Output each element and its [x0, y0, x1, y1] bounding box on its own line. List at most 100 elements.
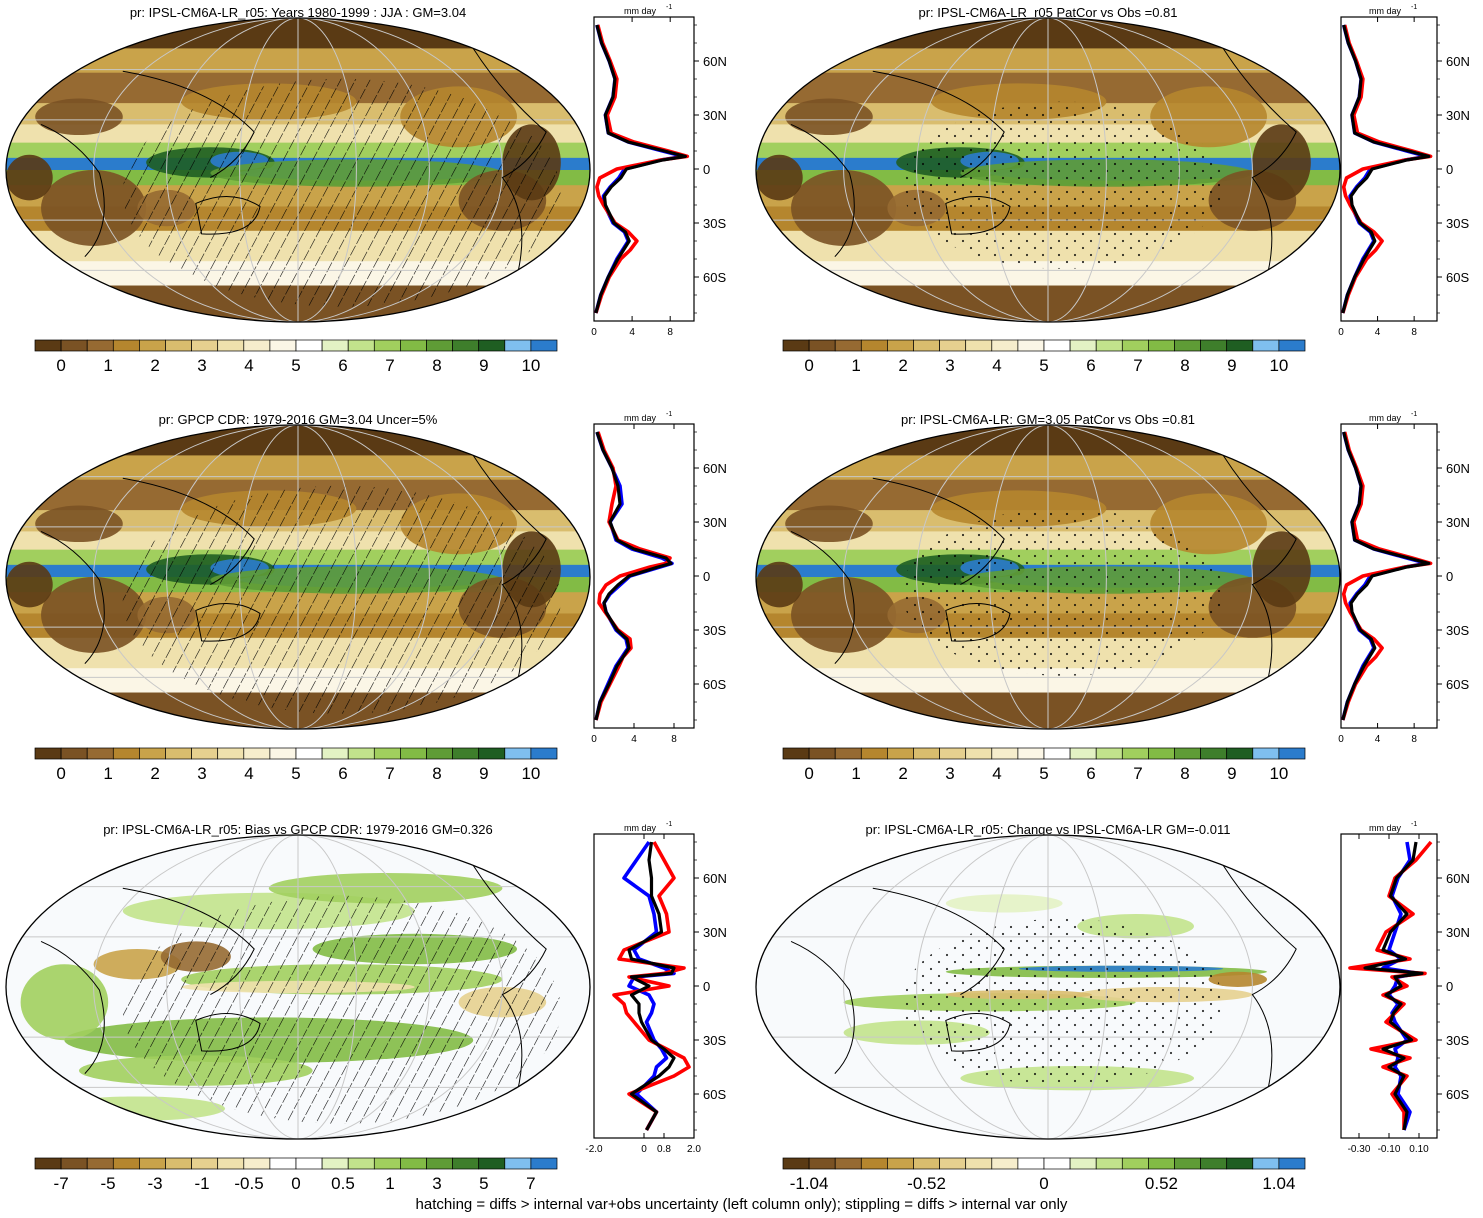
colorbar-tick-label: 9: [1227, 356, 1236, 375]
colorbar-tick-label: 5: [1039, 764, 1048, 783]
colorbar-swatch: [295, 339, 323, 352]
colorbar-tick-label: 7: [1133, 356, 1142, 375]
colorbar-swatch: [139, 747, 166, 760]
colorbar-tick-label: 9: [479, 764, 488, 783]
coastline-africa: [40, 123, 105, 257]
map-field: [756, 835, 1340, 1139]
anomaly-region: [49, 1096, 226, 1121]
profile-unit-label: mm day: [1369, 6, 1402, 16]
colorbar-swatch: [965, 339, 993, 352]
profile-y-tick-label: 0: [703, 569, 710, 584]
profile-x-tick-label: 0: [1338, 327, 1344, 338]
colorbar-swatch: [1200, 339, 1228, 352]
colorbar-swatch: [60, 1157, 88, 1170]
coastline-africa: [790, 123, 855, 257]
colorbar-tick-label: 0: [56, 764, 65, 783]
colorbar-swatch: [478, 339, 506, 352]
colorbar-swatch: [60, 339, 88, 352]
colorbar-swatch: [1148, 1157, 1175, 1170]
stippling-overlay: [902, 508, 1224, 676]
meridian-line: [843, 425, 1253, 729]
colorbar-tick-label: 3: [945, 764, 954, 783]
profile-y-tick-label: 60S: [1446, 270, 1469, 285]
colorbar-tick-label: 4: [244, 764, 253, 783]
colorbar-swatch: [426, 1157, 453, 1170]
coastline-americas: [472, 48, 547, 277]
meridian-line: [989, 18, 1107, 322]
profile-y-tick-label: 60N: [703, 461, 727, 476]
colorbar-swatch: [808, 1157, 836, 1170]
colorbar-tick-label: 2: [898, 764, 907, 783]
profile-y-tick-label: 30S: [703, 623, 726, 638]
profile-unit-exponent: -1: [666, 411, 672, 418]
panel-title: pr: IPSL-CM6A-LR: GM=3.05 PatCor vs Obs …: [901, 412, 1195, 427]
colorbar-swatch: [530, 747, 558, 760]
colorbar-tick-label: -0.52: [907, 1174, 946, 1193]
profile-y-tick-label: 60S: [703, 1087, 726, 1102]
map-field: [6, 835, 590, 1139]
colorbar-swatch: [1174, 747, 1201, 760]
precip-region: [41, 170, 147, 246]
colorbar-swatch: [1017, 339, 1045, 352]
profile-y-tick-label: 60N: [1446, 54, 1470, 69]
profile-x-tick-label: 4: [631, 734, 637, 745]
meridian-line: [239, 835, 357, 1139]
colorbar-swatch: [139, 1157, 166, 1170]
profile-x-tick-label: 8: [1411, 734, 1417, 745]
meridian-line: [166, 18, 430, 322]
colorbar-swatch: [887, 339, 914, 352]
colorbar-swatch: [60, 747, 88, 760]
map-outline: [5, 834, 591, 1140]
profile-y-tick-label: 0: [703, 162, 710, 177]
profile-x-tick-label: 4: [1375, 327, 1381, 338]
panel-2: pr: IPSL-CM6A-LR_r05 PatCor vs Obs =0.81…: [755, 4, 1470, 375]
profile-unit-label: mm day: [1369, 413, 1402, 423]
panel-title: pr: IPSL-CM6A-LR_r05: Bias vs GPCP CDR: …: [103, 822, 493, 837]
coastline-africa: [40, 940, 105, 1074]
colorbar-swatch: [139, 339, 166, 352]
profile-series-black: [594, 431, 673, 721]
profile-x-tick-label: 0: [641, 1144, 647, 1155]
colorbar-tick-label: 8: [432, 764, 441, 783]
colorbar-swatch: [269, 747, 297, 760]
colorbar-tick-label: 8: [432, 356, 441, 375]
profile-y-tick-label: 0: [1446, 162, 1453, 177]
colorbar-tick-label: 10: [521, 356, 540, 375]
coastlines: [40, 455, 547, 684]
precip-region: [1252, 124, 1311, 201]
coastline-americas: [1222, 48, 1297, 277]
meridian-line: [989, 425, 1107, 729]
coastlines: [790, 865, 1297, 1094]
colorbar-swatch: [269, 1157, 297, 1170]
precip-region: [791, 577, 897, 653]
map-outline: [5, 424, 591, 730]
colorbar-swatch: [504, 1157, 532, 1170]
profile-series-black: [1341, 431, 1431, 721]
coastlines: [40, 48, 547, 277]
colorbar-tick-label: 0: [804, 764, 813, 783]
colorbar-swatch: [1148, 747, 1175, 760]
panel-1: pr: IPSL-CM6A-LR_r05: Years 1980-1999 : …: [5, 4, 727, 375]
colorbar-tick-label: 1: [385, 1174, 394, 1193]
colorbar-tick-label: 0: [1039, 1174, 1048, 1193]
colorbar-swatch: [1278, 747, 1306, 760]
colorbar-tick-label: 10: [521, 764, 540, 783]
panel-title: pr: IPSL-CM6A-LR_r05 PatCor vs Obs =0.81: [918, 5, 1177, 20]
colorbar-swatch: [373, 339, 401, 352]
profile-x-tick-label: -2.0: [585, 1144, 603, 1155]
colorbar-swatch: [452, 339, 480, 352]
colorbar-swatch: [782, 1157, 810, 1170]
colorbar-swatch: [1069, 1157, 1097, 1170]
colorbar-tick-label: 1: [103, 356, 112, 375]
map-field: [756, 425, 1340, 729]
colorbar-tick-label: 0.52: [1145, 1174, 1178, 1193]
map-field: [6, 425, 590, 729]
colorbar-tick-label: 6: [338, 356, 347, 375]
profile-y-tick-label: 0: [1446, 979, 1453, 994]
profile-y-tick-label: 60S: [1446, 1087, 1469, 1102]
coastline-australia: [945, 1013, 1011, 1052]
colorbar-tick-label: 3: [945, 356, 954, 375]
precip-region: [6, 561, 53, 608]
colorbar-swatch: [243, 747, 271, 760]
colorbar-swatch: [86, 1157, 114, 1170]
